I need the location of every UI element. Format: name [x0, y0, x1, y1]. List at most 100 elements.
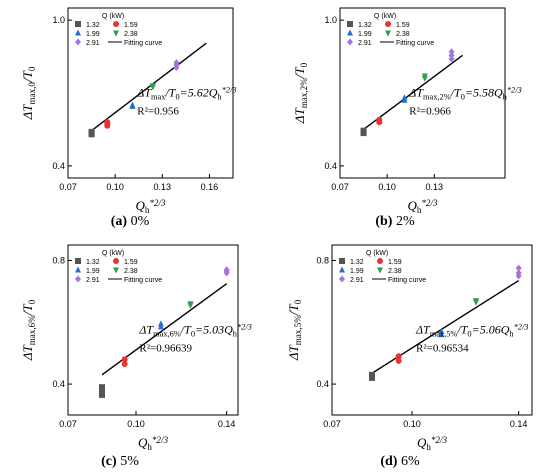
- x-tick-label: 0.07: [59, 182, 77, 192]
- legend-label: 1.59: [124, 259, 138, 266]
- x-tick-label: 0.14: [510, 419, 528, 429]
- data-point-2.38: [149, 83, 156, 90]
- chart-panel-1: 0.07 0.10 0.13 0.16 0.4 1.0 Q (kW)1.32 1.59 1.99…: [20, 7, 236, 229]
- x-axis-label: Qh*2/3: [407, 198, 438, 215]
- data-point-1.99: [157, 320, 164, 327]
- y-axis-label: ΔTmax,6%/T0: [20, 299, 37, 361]
- x-tick-label: 0.10: [106, 182, 124, 192]
- data-point-1.32: [369, 371, 375, 378]
- y-tick-label: 0.8: [52, 255, 65, 265]
- data-point-1.99: [401, 94, 408, 101]
- legend-label: 1.32: [350, 259, 364, 266]
- x-tick-label: 0.07: [331, 182, 349, 192]
- legend-marker-2.91: [75, 38, 81, 46]
- legend: Q (kW)1.32 1.59 1.99 2.38 2.91 Fitting curve: [347, 13, 434, 47]
- data-point-1.32: [369, 374, 375, 381]
- legend-marker-2.38: [385, 30, 391, 37]
- data-point-1.99: [438, 331, 445, 338]
- fit-equation: ΔTmax,2%/T0=5.58Qh*2/3: [408, 85, 521, 101]
- legend-fit-label: Fitting curve: [388, 277, 426, 284]
- x-axis-label: Qh*2/3: [135, 198, 166, 215]
- legend-title: Q (kW): [366, 250, 388, 257]
- data-point-1.32: [88, 128, 95, 135]
- data-point-1.32: [360, 127, 367, 134]
- y-tick-label: 0.4: [52, 161, 65, 171]
- legend-label: 1.99: [86, 31, 100, 38]
- legend-marker-1.99: [75, 266, 81, 273]
- legend: Q (kW)1.32 1.59 1.99 2.38 2.91 Fitting curve: [75, 250, 162, 284]
- fit-equation: ΔTmax/T0=5.62Qh*2/3: [136, 85, 236, 101]
- fit-equation: ΔTmax,5%/T0=5.06Qh*2/3: [415, 322, 528, 338]
- legend-marker-1.59: [113, 258, 119, 264]
- legend-marker-1.59: [385, 21, 391, 27]
- legend-fit-label: Fitting curve: [124, 40, 162, 47]
- legend-label: 2.38: [124, 31, 138, 38]
- data-point-1.59: [104, 119, 111, 126]
- legend: Q (kW)1.32 1.59 1.99 2.38 2.91 Fitting curve: [339, 250, 426, 284]
- legend-label: 1.59: [388, 259, 402, 266]
- legend-marker-1.59: [113, 21, 119, 27]
- legend-marker-1.99: [75, 29, 81, 36]
- legend-marker-2.38: [113, 30, 119, 37]
- legend-label: 1.99: [350, 268, 364, 275]
- data-point-1.59: [395, 353, 402, 360]
- fit-equation: ΔTmax,6%/T0=5.03Qh*2/3: [138, 322, 251, 338]
- data-point-2.38: [473, 298, 479, 305]
- legend-label: 2.38: [124, 268, 138, 275]
- y-tick-label: 1.0: [52, 15, 65, 25]
- legend-label: 1.59: [124, 22, 138, 29]
- x-tick-label: 0.07: [59, 419, 77, 429]
- x-tick-label: 0.14: [218, 419, 236, 429]
- legend-title: Q (kW): [374, 13, 396, 20]
- r-squared: R²=0.96639: [139, 342, 192, 354]
- legend-marker-1.32: [347, 21, 353, 27]
- y-tick-label: 0.8: [316, 255, 329, 265]
- y-axis-label: ΔTmax,5%/T0: [286, 299, 303, 361]
- x-axis-label: Qh*2/3: [417, 435, 448, 452]
- data-point-1.59: [376, 116, 383, 123]
- x-axis-label: Qh*2/3: [138, 435, 169, 452]
- legend-label: 1.32: [358, 22, 372, 29]
- legend: Q (kW)1.32 1.59 1.99 2.38 2.91 Fitting curve: [75, 13, 162, 47]
- data-point-1.32: [99, 384, 105, 391]
- data-point-1.32: [99, 391, 105, 398]
- plot-frame: [331, 244, 533, 416]
- panel-caption: (b) 2%: [375, 214, 415, 229]
- data-point-2.91: [448, 55, 455, 63]
- legend-marker-1.99: [347, 29, 353, 36]
- legend-marker-2.91: [75, 275, 81, 283]
- data-point-2.91: [173, 59, 180, 67]
- plot-frame: [339, 7, 506, 179]
- legend-title: Q (kW): [102, 250, 124, 257]
- legend-marker-2.91: [347, 38, 353, 46]
- legend-title: Q (kW): [102, 13, 124, 20]
- legend-marker-1.99: [339, 266, 345, 273]
- x-tick-label: 0.10: [403, 419, 421, 429]
- plot-frame: [67, 244, 239, 416]
- plot-frame: [67, 7, 234, 179]
- legend-label: 2.91: [358, 40, 372, 47]
- legend-label: 2.91: [86, 277, 100, 284]
- data-point-1.99: [129, 101, 136, 108]
- x-tick-label: 0.13: [154, 182, 172, 192]
- x-tick-label: 0.10: [127, 419, 145, 429]
- data-point-2.38: [187, 301, 194, 308]
- legend-label: 1.99: [86, 268, 100, 275]
- data-point-2.91: [448, 48, 455, 56]
- chart-panel-4: 0.07 0.10 0.14 0.4 0.8 Q (kW)1.32 1.59 1.99 2.38…: [286, 244, 533, 469]
- chart-panel-2: 0.07 0.10 0.13 0.4 1.0 Q (kW)1.32 1.59 1.99 2.38…: [292, 7, 522, 229]
- panel-caption: (c) 5%: [101, 454, 139, 469]
- data-point-2.91: [223, 266, 230, 274]
- legend-marker-2.91: [339, 275, 345, 283]
- legend-marker-1.32: [75, 21, 81, 27]
- y-tick-label: 0.4: [52, 379, 65, 389]
- data-point-1.99: [438, 328, 445, 335]
- y-tick-label: 1.0: [324, 15, 337, 25]
- data-point-2.38: [421, 73, 428, 80]
- legend-fit-label: Fitting curve: [124, 277, 162, 284]
- legend-marker-1.59: [377, 258, 383, 264]
- legend-label: 2.91: [86, 40, 100, 47]
- y-tick-label: 0.4: [324, 161, 337, 171]
- r-squared: R²=0.96534: [416, 342, 469, 354]
